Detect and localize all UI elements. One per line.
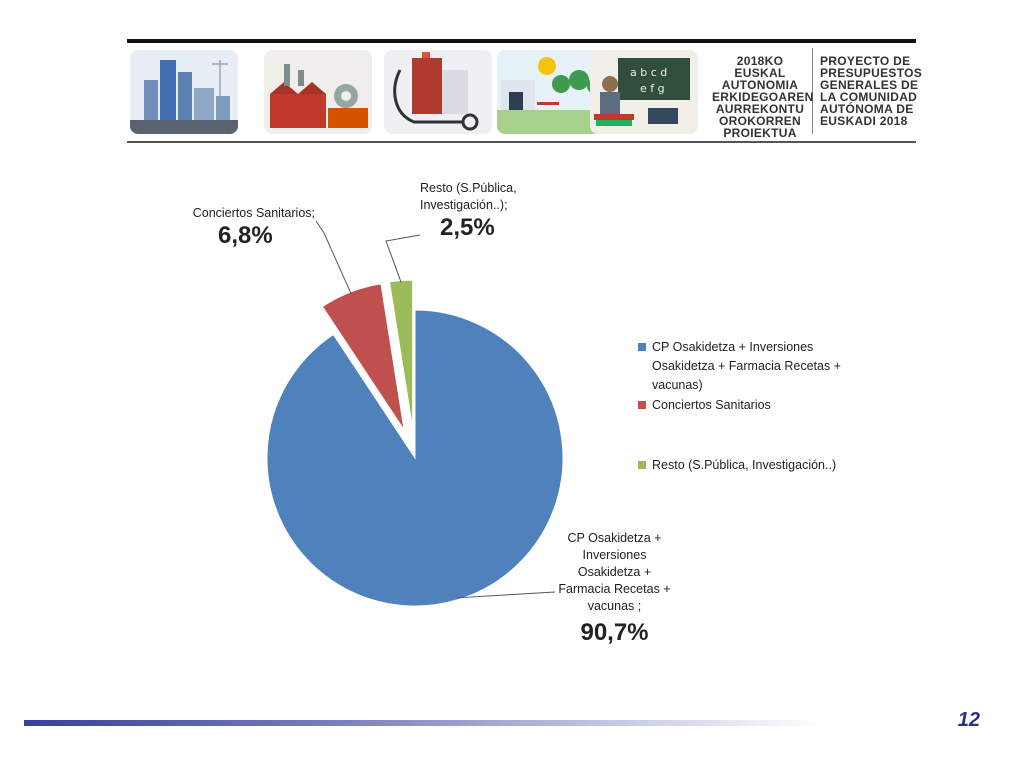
banner-divider <box>812 48 813 134</box>
legend-swatch-green <box>638 461 646 469</box>
header-banner: a b c d e f g 2018KO EUSKAL AUTONOMIA ER… <box>0 0 1024 160</box>
pie-chart <box>266 220 564 607</box>
city-buildings-icon <box>130 50 238 134</box>
page-number: 12 <box>957 709 980 731</box>
leader-line-conciertos <box>315 220 352 295</box>
data-label-cp-osakidetza: CP Osakidetza + Inversiones Osakidetza +… <box>552 530 677 647</box>
banner-bottom-rule <box>127 141 916 143</box>
legend-item-resto: Resto (S.Pública, Investigación..) <box>638 456 868 475</box>
legend-swatch-red <box>638 401 646 409</box>
banner-top-rule <box>127 39 916 43</box>
data-label-cp-osakidetza-name: CP Osakidetza + Inversiones Osakidetza +… <box>558 531 671 613</box>
data-label-resto-value: 2,5% <box>440 214 495 241</box>
banner-title-spanish: PROYECTO DE PRESUPUESTOS GENERALES DE LA… <box>820 54 923 128</box>
data-label-cp-osakidetza-value: 90,7% <box>580 619 649 646</box>
data-label-conciertos: Conciertos Sanitarios; 6,8% <box>180 205 315 250</box>
data-label-resto: Resto (S.Pública, Investigación..); 2,5% <box>420 180 550 242</box>
data-label-conciertos-name: Conciertos Sanitarios; <box>192 206 315 220</box>
pie-slice-cp-osakidetza <box>266 309 564 607</box>
legend-item-cp-osakidetza: CP Osakidetza + Inversiones Osakidetza +… <box>638 338 868 395</box>
legend-label-resto: Resto (S.Pública, Investigación..) <box>652 458 837 472</box>
svg-text:e f g: e f g <box>640 82 665 95</box>
hospital-stethoscope-icon <box>384 50 492 134</box>
legend-label-cp-osakidetza: CP Osakidetza + Inversiones Osakidetza +… <box>652 340 841 392</box>
pie-slice-resto <box>388 279 414 429</box>
school-teacher-icon: a b c d e f g <box>590 50 698 134</box>
legend-item-conciertos: Conciertos Sanitarios <box>638 396 868 415</box>
data-label-resto-name: Resto (S.Pública, Investigación..); <box>420 181 517 212</box>
leader-line-resto <box>385 234 421 283</box>
footer-gradient-bar <box>24 720 824 726</box>
data-label-conciertos-value: 6,8% <box>218 222 273 249</box>
legend-label-conciertos: Conciertos Sanitarios <box>652 398 771 412</box>
industry-factory-icon <box>264 50 372 134</box>
banner-title-basque: 2018KO EUSKAL AUTONOMIA ERKIDEGOAREN AUR… <box>712 54 814 140</box>
legend-swatch-blue <box>638 343 646 351</box>
park-playground-icon <box>497 50 605 134</box>
svg-text:a b c d: a b c d <box>630 66 667 79</box>
leader-line-cp-osakidetza <box>457 591 556 599</box>
